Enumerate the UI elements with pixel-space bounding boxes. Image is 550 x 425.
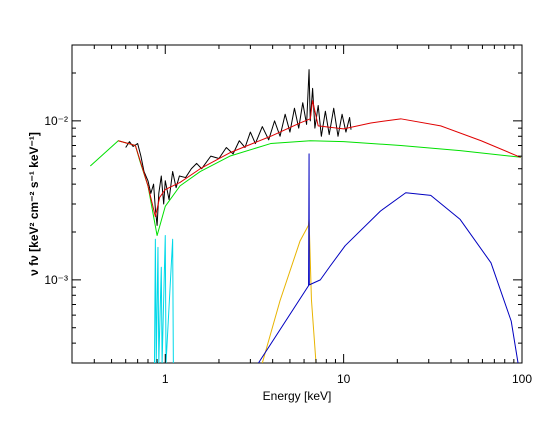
- plot-frame: [71, 44, 523, 364]
- y-axis-label: ν fν [keV² cm⁻² s⁻¹ keV⁻¹]: [27, 132, 41, 276]
- y-tick-label: 10⁻²: [44, 114, 68, 128]
- series-line: [89, 140, 521, 237]
- x-axis-label: Energy [keV]: [263, 389, 332, 403]
- x-tick-label: 10: [337, 372, 351, 386]
- series-line: [261, 218, 317, 363]
- plot-lines: [89, 69, 521, 363]
- series-line: [125, 69, 352, 226]
- y-tick-label: 10⁻³: [44, 273, 68, 287]
- series-line: [118, 100, 521, 218]
- series-line: [153, 235, 174, 363]
- x-tick-label: 1: [162, 372, 169, 386]
- series-line: [258, 153, 519, 363]
- x-tick-label: 100: [512, 372, 532, 386]
